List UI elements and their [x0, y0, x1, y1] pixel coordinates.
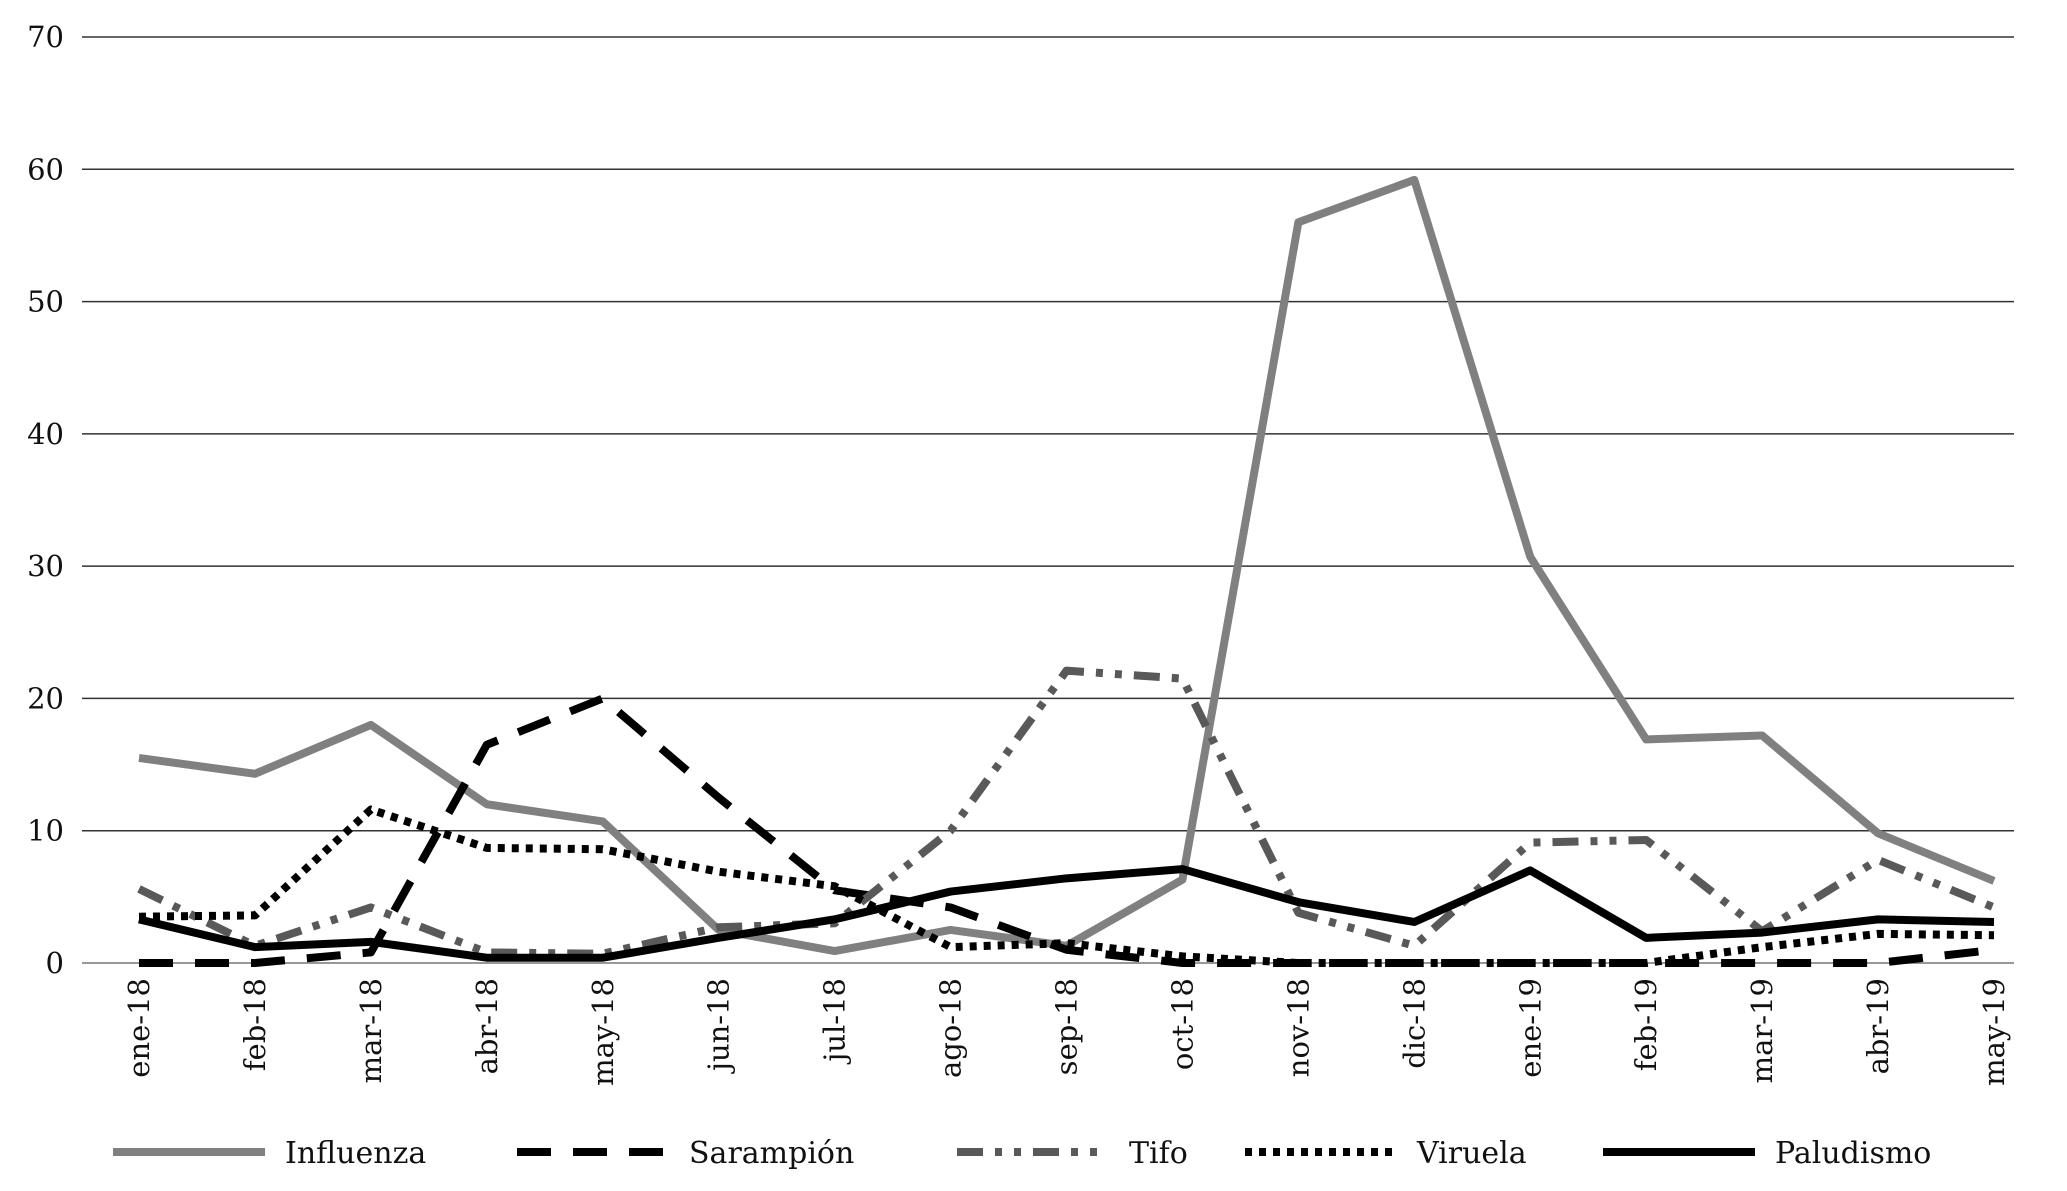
x-tick-label: mar-19	[1745, 978, 1779, 1083]
x-tick-label: feb-19	[1629, 978, 1663, 1071]
x-tick-label: may-18	[586, 978, 620, 1086]
y-tick-label: 0	[46, 946, 64, 980]
x-tick-label: abr-18	[470, 978, 504, 1074]
x-tick-label: ene-18	[122, 978, 156, 1078]
x-tick-label: jun-18	[702, 978, 736, 1074]
x-tick-label: nov-18	[1281, 978, 1315, 1077]
y-axis-ticks: 0 10 20 30 40 50 60 70	[27, 20, 64, 980]
y-tick-label: 20	[27, 681, 64, 715]
x-tick-label: ago-18	[934, 978, 968, 1078]
x-tick-label: abr-19	[1861, 978, 1895, 1074]
series-line-paludismo	[138, 865, 1995, 962]
series-lines	[137, 175, 1996, 967]
y-tick-label: 50	[27, 285, 64, 319]
x-axis-ticks: ene-18 feb-18 mar-18 abr-18 may-18 jun-18 jul-…	[122, 978, 2011, 1086]
x-tick-label: may-19	[1977, 978, 2011, 1086]
series-line-viruela	[138, 805, 1995, 967]
legend-label: Viruela	[1416, 1136, 1527, 1171]
x-tick-label: dic-18	[1397, 978, 1431, 1069]
x-tick-label: oct-18	[1165, 978, 1199, 1070]
legend-label: Influenza	[285, 1136, 426, 1171]
x-tick-label: mar-18	[354, 978, 388, 1083]
x-tick-label: ene-19	[1513, 978, 1547, 1078]
series-line-tifo	[137, 666, 1996, 958]
x-tick-label: sep-18	[1050, 978, 1084, 1075]
legend-label: Sarampión	[689, 1136, 854, 1171]
legend: Influenza Sarampión Tifo Viruela Paludismo	[113, 1136, 1931, 1171]
x-tick-label: jul-18	[818, 978, 852, 1065]
series-line-sarampión	[139, 694, 1995, 967]
y-tick-label: 60	[27, 152, 64, 186]
y-tick-label: 70	[27, 20, 64, 54]
legend-label: Paludismo	[1775, 1136, 1931, 1171]
y-tick-label: 40	[27, 417, 64, 451]
y-tick-label: 30	[27, 549, 64, 583]
legend-label: Tifo	[1129, 1136, 1188, 1171]
x-tick-label: feb-18	[238, 978, 272, 1071]
y-tick-label: 10	[27, 814, 64, 848]
gridlines	[82, 36, 2014, 964]
